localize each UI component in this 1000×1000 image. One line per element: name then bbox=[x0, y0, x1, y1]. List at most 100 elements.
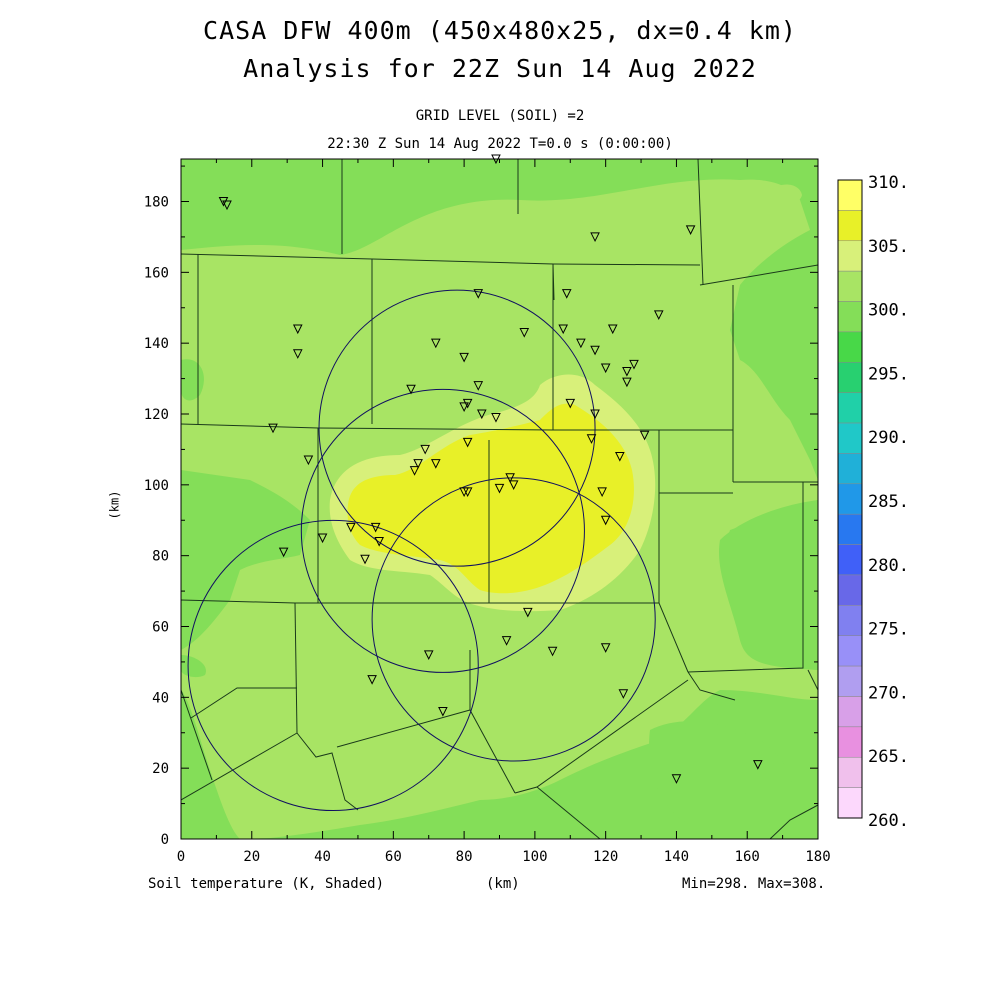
x-tick-label: 60 bbox=[385, 849, 402, 865]
x-tick-label: 120 bbox=[593, 849, 618, 865]
radar-range-ring bbox=[187, 519, 479, 812]
x-tick-label: 160 bbox=[735, 849, 760, 865]
radar-range-ring bbox=[371, 477, 656, 762]
radar-range-ring bbox=[318, 289, 596, 567]
station-marker bbox=[462, 398, 473, 409]
colorbar-swatch bbox=[837, 544, 863, 576]
station-marker bbox=[685, 225, 696, 235]
figure-title-line1: CASA DFW 400m (450x480x25, dx=0.4 km) bbox=[203, 16, 797, 45]
colorbar: 310. 305. 300. 295. 290. 285. 280. 275. 270. 265.… bbox=[837, 173, 909, 831]
colorbar-swatch bbox=[837, 574, 863, 606]
station-marker bbox=[622, 367, 632, 377]
station-marker bbox=[561, 289, 572, 299]
station-marker bbox=[753, 760, 763, 770]
y-tick-label: 140 bbox=[144, 336, 169, 352]
colorbar-label: 270. bbox=[868, 683, 909, 703]
x-tick-label: 0 bbox=[177, 849, 185, 865]
station-marker bbox=[629, 359, 639, 370]
valid-time-label: 22:30 Z Sun 14 Aug 2022 T=0.0 s (0:00:00… bbox=[327, 136, 673, 152]
x-axis-label: (km) bbox=[486, 876, 520, 892]
colorbar-swatch bbox=[837, 392, 863, 424]
station-marker bbox=[501, 636, 512, 646]
radar-range-ring bbox=[300, 388, 585, 673]
station-marker bbox=[618, 689, 629, 699]
station-marker bbox=[590, 409, 600, 420]
station-marker bbox=[508, 480, 519, 490]
station-marker bbox=[600, 643, 611, 653]
colorbar-swatch bbox=[837, 513, 863, 545]
y-axis-label: (km) bbox=[107, 490, 122, 520]
colorbar-label: 260. bbox=[868, 811, 909, 831]
station-marker bbox=[590, 345, 600, 356]
station-marker bbox=[409, 466, 420, 476]
min-max-label: Min=298. Max=308. bbox=[682, 876, 826, 892]
colorbar-swatch bbox=[837, 726, 863, 758]
station-marker bbox=[494, 483, 505, 494]
y-tick-label: 60 bbox=[152, 620, 169, 636]
station-marker bbox=[413, 459, 423, 469]
station-marker bbox=[430, 459, 441, 469]
station-marker bbox=[671, 774, 682, 784]
y-tick-label: 0 bbox=[161, 832, 169, 848]
y-tick-label: 120 bbox=[144, 407, 169, 423]
colorbar-label: 290. bbox=[868, 428, 909, 448]
x-tick-label: 100 bbox=[522, 849, 547, 865]
colorbar-swatch bbox=[837, 696, 863, 728]
y-axis: 0 20 40 60 80 100 120 140 160 180 bbox=[144, 165, 818, 848]
colorbar-label: 310. bbox=[868, 173, 909, 193]
station-marker bbox=[622, 377, 632, 388]
station-marker bbox=[420, 444, 430, 455]
station-marker bbox=[374, 537, 384, 547]
variable-label: Soil temperature (K, Shaded) bbox=[148, 876, 385, 892]
station-marker bbox=[406, 384, 416, 395]
station-marker bbox=[459, 352, 469, 363]
colorbar-swatch bbox=[837, 483, 863, 515]
station-marker bbox=[303, 455, 314, 466]
station-marker bbox=[600, 515, 611, 526]
colorbar-swatch bbox=[837, 422, 863, 454]
grid-level-label: GRID LEVEL (SOIL) =2 bbox=[415, 108, 585, 124]
station-marker bbox=[505, 473, 515, 483]
field-cool-patch bbox=[181, 655, 206, 678]
station-marker bbox=[547, 646, 558, 657]
y-tick-label: 180 bbox=[144, 195, 169, 211]
station-marker bbox=[292, 324, 303, 335]
station-marker bbox=[558, 324, 569, 335]
station-markers bbox=[218, 154, 763, 784]
colorbar-label: 295. bbox=[868, 364, 909, 384]
y-tick-label: 80 bbox=[152, 549, 169, 565]
field-hot-region bbox=[347, 403, 634, 594]
station-marker bbox=[653, 310, 664, 320]
y-tick-label: 100 bbox=[144, 478, 169, 494]
station-marker bbox=[222, 200, 232, 211]
station-marker bbox=[360, 554, 370, 565]
station-marker bbox=[430, 338, 441, 349]
colorbar-swatch bbox=[837, 362, 863, 393]
station-marker bbox=[597, 487, 607, 498]
station-marker bbox=[519, 328, 530, 338]
station-marker bbox=[491, 413, 501, 423]
station-marker bbox=[565, 398, 576, 409]
x-tick-label: 20 bbox=[243, 849, 260, 865]
station-marker bbox=[462, 487, 473, 498]
x-axis: 0 20 40 60 80 100 120 140 160 180 bbox=[177, 159, 831, 865]
station-marker bbox=[586, 434, 597, 444]
colorbar-label: 275. bbox=[868, 620, 909, 640]
field-cool-patch bbox=[649, 721, 794, 832]
field-warm-patch bbox=[770, 184, 802, 205]
colorbar-label: 300. bbox=[868, 301, 909, 321]
colorbar-swatch bbox=[837, 301, 863, 333]
radar-range-rings bbox=[187, 289, 656, 812]
x-tick-label: 40 bbox=[314, 849, 331, 865]
field-cool-patch bbox=[719, 500, 818, 670]
colorbar-label: 265. bbox=[868, 747, 909, 767]
station-marker bbox=[423, 650, 434, 660]
colorbar-swatch bbox=[837, 787, 863, 819]
y-tick-label: 40 bbox=[152, 690, 169, 706]
colorbar-swatch bbox=[837, 453, 863, 485]
figure-title-line2: Analysis for 22Z Sun 14 Aug 2022 bbox=[243, 54, 757, 83]
station-marker bbox=[278, 547, 289, 558]
station-marker bbox=[317, 533, 328, 544]
colorbar-swatch bbox=[837, 605, 863, 636]
